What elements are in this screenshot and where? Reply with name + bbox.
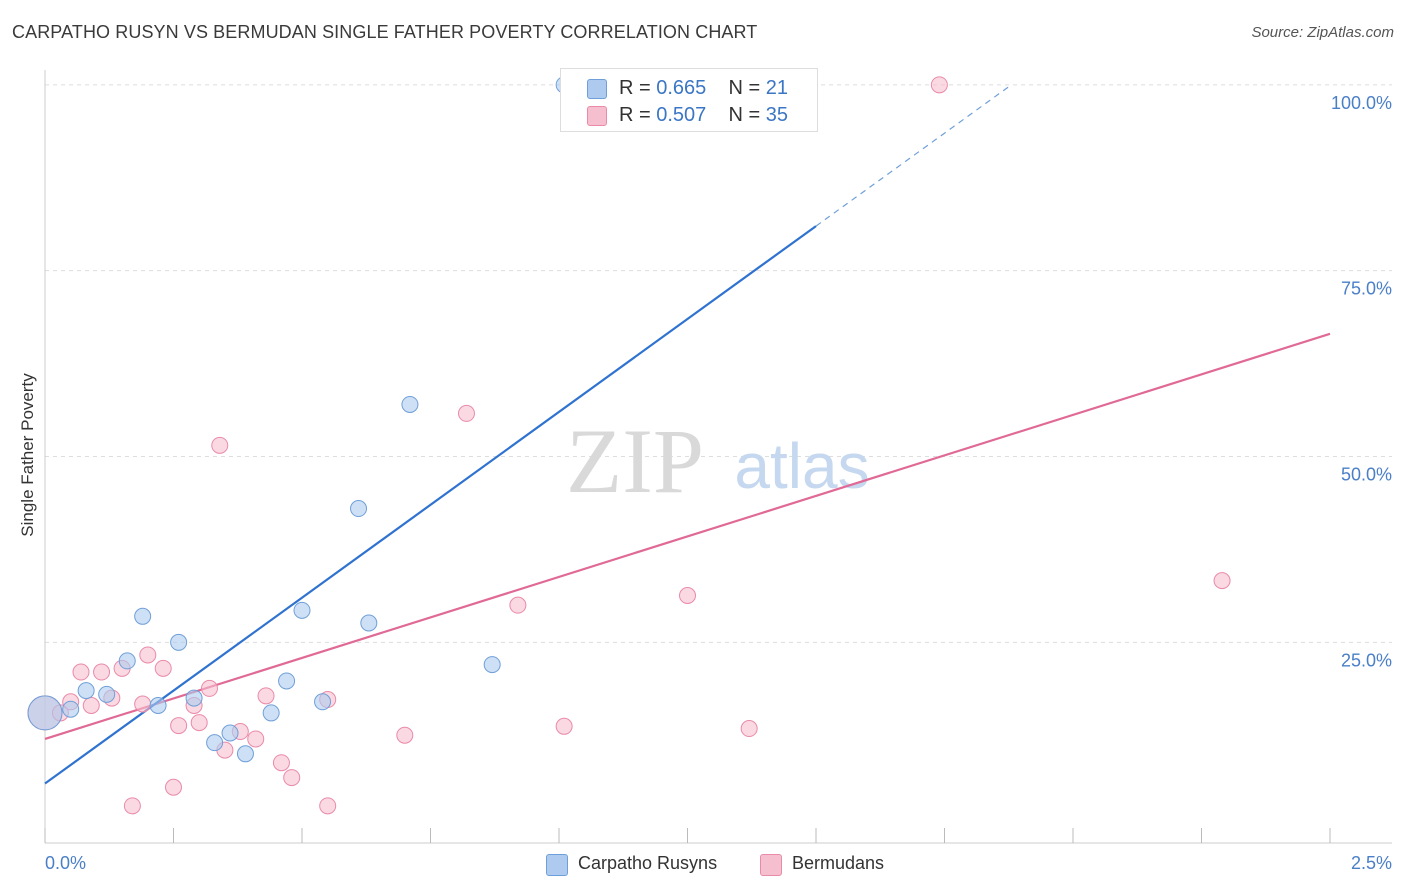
- point-carpatho-rusyns: [170, 633, 188, 651]
- point-bermudans: [319, 797, 337, 815]
- point-bermudans: [82, 696, 100, 714]
- y-tick-label: 100.0%: [1331, 93, 1392, 113]
- point-bermudans: [190, 714, 208, 732]
- point-bermudans: [509, 596, 527, 614]
- point-bermudans: [457, 404, 475, 422]
- point-bermudans: [555, 717, 573, 735]
- point-bermudans: [154, 659, 172, 677]
- legend-r-value: 0.507: [656, 104, 707, 126]
- point-bermudans: [283, 769, 301, 787]
- point-carpatho-rusyns: [293, 601, 311, 619]
- point-bermudans: [272, 754, 290, 772]
- point-bermudans: [123, 797, 141, 815]
- legend-n-label: N =: [728, 104, 761, 126]
- point-bermudans: [134, 695, 152, 713]
- point-bermudans: [165, 778, 182, 796]
- point-carpatho-rusyns: [483, 656, 501, 674]
- point-carpatho-rusyns: [185, 689, 203, 707]
- trend-line-bermudans: [44, 332, 1331, 740]
- legend-swatch-blue: [587, 79, 607, 99]
- point-carpatho-rusyns: [221, 724, 239, 742]
- watermark-atlas: atlas: [734, 430, 869, 502]
- source-label: Source: ZipAtlas.com: [1251, 24, 1394, 41]
- legend-swatch-pink: [587, 106, 607, 126]
- bottom-legend-swatch-blue: [546, 854, 568, 876]
- point-carpatho-rusyns: [27, 695, 63, 731]
- point-carpatho-rusyns: [278, 672, 296, 690]
- x-tick-label: 0.0%: [45, 853, 86, 873]
- legend-n-value: 21: [765, 77, 789, 99]
- bottom-legend-label: Bermudans: [792, 853, 885, 873]
- point-carpatho-rusyns: [314, 693, 332, 711]
- point-bermudans: [740, 720, 758, 738]
- point-bermudans: [257, 687, 275, 705]
- watermark: ZIP atlas: [566, 410, 870, 512]
- point-carpatho-rusyns: [262, 704, 280, 722]
- y-tick-label: 25.0%: [1341, 650, 1392, 670]
- point-carpatho-rusyns: [401, 395, 419, 413]
- point-bermudans: [1213, 572, 1231, 590]
- y-tick-label: 50.0%: [1341, 465, 1392, 485]
- data-points: [27, 76, 1231, 815]
- bottom-legend-swatch-pink: [760, 854, 782, 876]
- chart-title: CARPATHO RUSYN VS BERMUDAN SINGLE FATHER…: [12, 22, 758, 42]
- point-bermudans: [211, 436, 229, 454]
- point-bermudans: [679, 586, 696, 604]
- legend-r-value: 0.665: [656, 77, 707, 99]
- point-carpatho-rusyns: [118, 652, 136, 670]
- point-bermudans: [930, 76, 948, 94]
- point-bermudans: [93, 663, 111, 681]
- point-bermudans: [200, 679, 218, 697]
- point-carpatho-rusyns: [134, 607, 152, 625]
- y-axis-label: Single Father Poverty: [18, 373, 37, 537]
- legend-r-label: R =: [619, 77, 651, 99]
- trend-lines: [44, 84, 1331, 785]
- x-tick-label: 2.5%: [1351, 853, 1392, 873]
- point-carpatho-rusyns: [236, 745, 254, 763]
- trend-line-carpatho-rusyns: [44, 225, 817, 785]
- point-carpatho-rusyns: [62, 700, 80, 718]
- point-bermudans: [170, 717, 188, 735]
- bottom-legend-label: Carpatho Rusyns: [578, 853, 718, 873]
- point-bermudans: [72, 663, 90, 681]
- point-bermudans: [247, 730, 265, 748]
- watermark-zip: ZIP: [566, 410, 704, 512]
- point-bermudans: [139, 646, 157, 664]
- gridlines: [45, 84, 1392, 643]
- point-carpatho-rusyns: [206, 734, 224, 752]
- tick-labels: 25.0% 50.0% 75.0% 100.0% 0.0% 2.5%: [45, 93, 1392, 873]
- point-carpatho-rusyns: [149, 696, 167, 714]
- point-bermudans: [396, 726, 414, 744]
- stats-legend: R = 0.665 N = 21 R = 0.507 N = 35: [560, 68, 818, 132]
- point-carpatho-rusyns: [98, 685, 116, 703]
- point-carpatho-rusyns: [350, 500, 368, 518]
- legend-r-label: R =: [619, 104, 651, 126]
- point-carpatho-rusyns: [77, 682, 95, 700]
- point-carpatho-rusyns: [360, 614, 378, 632]
- trend-line-carpatho-rusyns-extension: [815, 84, 1012, 227]
- legend-n-value: 35: [765, 104, 789, 126]
- y-tick-label: 75.0%: [1341, 279, 1392, 299]
- legend-n-label: N =: [728, 77, 761, 99]
